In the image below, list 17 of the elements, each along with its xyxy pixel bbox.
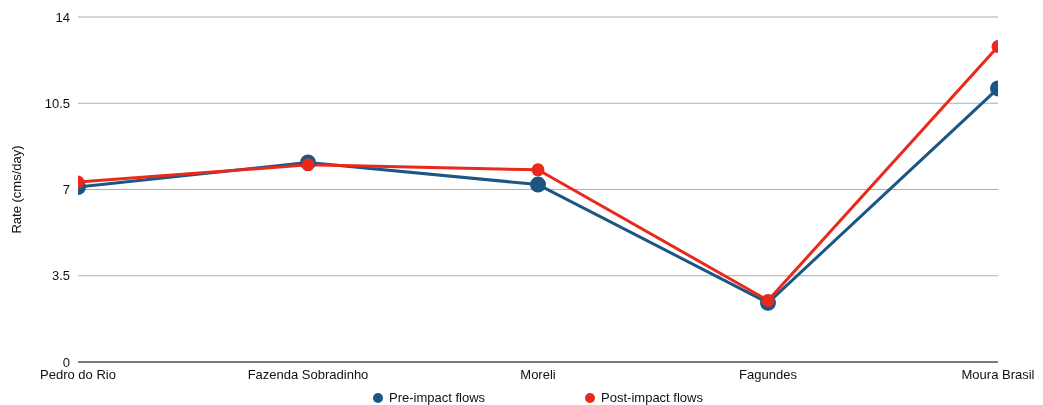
x-tick-label: Fazenda Sobradinho: [247, 367, 369, 383]
y-tick-label: 3.5: [51, 268, 70, 284]
x-tick-label: Moura Brasil: [961, 367, 1035, 383]
y-tick-label: 10.5: [44, 95, 70, 111]
y-axis-title: Rate (cms/day): [8, 145, 24, 234]
legend-label: Post-impact flows: [600, 390, 703, 405]
x-tick-label: Fagundes: [739, 367, 798, 383]
x-tick-label: Moreli: [520, 367, 556, 383]
point: [761, 293, 775, 307]
point: [301, 158, 315, 172]
legend-label: Pre-impact flows: [388, 390, 486, 405]
y-tick-label: 14: [55, 9, 70, 25]
y-tick-label: 7: [62, 182, 70, 198]
y-tick-label: 0: [62, 354, 70, 370]
point: [530, 176, 546, 193]
point: [531, 163, 545, 177]
x-tick-label: Pedro do Rio: [40, 367, 116, 383]
